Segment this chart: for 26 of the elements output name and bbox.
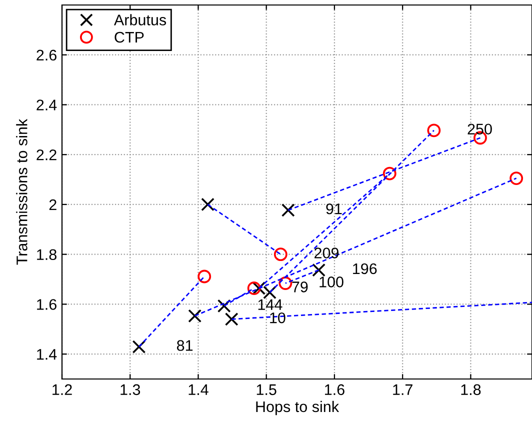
y-tick-label: 2.2 xyxy=(36,149,56,160)
annotation: 209 xyxy=(314,248,339,258)
legend-label: Arbutus xyxy=(114,14,166,26)
annotation: 81 xyxy=(176,340,193,351)
legend-label: CTP xyxy=(114,32,144,43)
y-tick-label: 2 xyxy=(49,199,56,210)
annotation: 196 xyxy=(353,263,377,274)
x-tick-label: 1.5 xyxy=(256,384,276,396)
y-tick-label: 1.8 xyxy=(37,249,56,260)
x-tick-label: 1.4 xyxy=(188,384,208,395)
y-tick-label: 2.4 xyxy=(36,100,57,110)
annotation: 79 xyxy=(292,282,308,292)
annotation: 100 xyxy=(320,276,344,288)
y-tick-label: 2.6 xyxy=(36,50,56,61)
annotation: 250 xyxy=(468,124,492,135)
annotation: 91 xyxy=(326,203,342,214)
y-tick-label: 1.6 xyxy=(37,299,56,310)
annotation: 144 xyxy=(258,299,282,310)
y-axis-title: Transmissions to sink xyxy=(16,118,28,265)
x-tick-label: 1.8 xyxy=(461,384,481,396)
x-tick-label: 1.6 xyxy=(325,384,344,396)
x-tick-label: 1.7 xyxy=(393,384,412,395)
x-tick-label: 1.3 xyxy=(120,384,140,396)
y-tick-label: 1.4 xyxy=(37,349,57,360)
x-tick-label: 1.2 xyxy=(52,384,72,395)
x-axis-title: Hops to sink xyxy=(256,400,340,416)
